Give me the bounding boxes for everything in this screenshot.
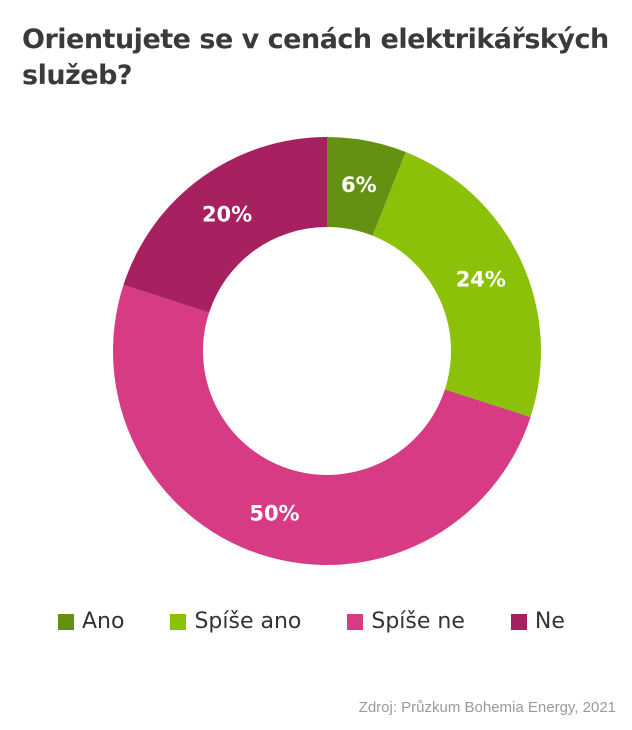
data-label: 20% (202, 202, 252, 226)
legend-label: Spíše ne (371, 609, 465, 634)
legend-label: Ne (534, 609, 565, 634)
legend-swatch (510, 613, 527, 630)
data-label: 50% (249, 502, 299, 526)
legend-swatch (58, 613, 74, 630)
donut-chart: 6% 24% 50% 20% (112, 137, 541, 565)
source-note: Zdroj: Průzkum Bohemia Energy, 2021 (358, 699, 616, 716)
slice-ne (123, 137, 327, 313)
legend-label: Spíše ano (194, 609, 302, 634)
legend-swatch (347, 613, 364, 630)
legend-item-spise-ne: Spíše ne (347, 609, 465, 634)
slice-spíše-ano (372, 152, 541, 418)
slice-spíše-ne (112, 284, 531, 565)
legend-label: Ano (82, 609, 125, 634)
legend-item-ano: Ano (58, 609, 124, 634)
legend-item-spise-ano: Spíše ano (170, 609, 301, 634)
legend-swatch (170, 613, 187, 630)
data-label: 24% (456, 268, 506, 292)
data-label: 6% (341, 173, 377, 197)
slice-ano (327, 137, 406, 236)
legend-item-ne: Ne (510, 609, 565, 634)
legend: Ano Spíše ano Spíše ne Ne (58, 609, 611, 634)
chart-title: Orientujete se v cenách elektrikářských … (22, 24, 609, 91)
